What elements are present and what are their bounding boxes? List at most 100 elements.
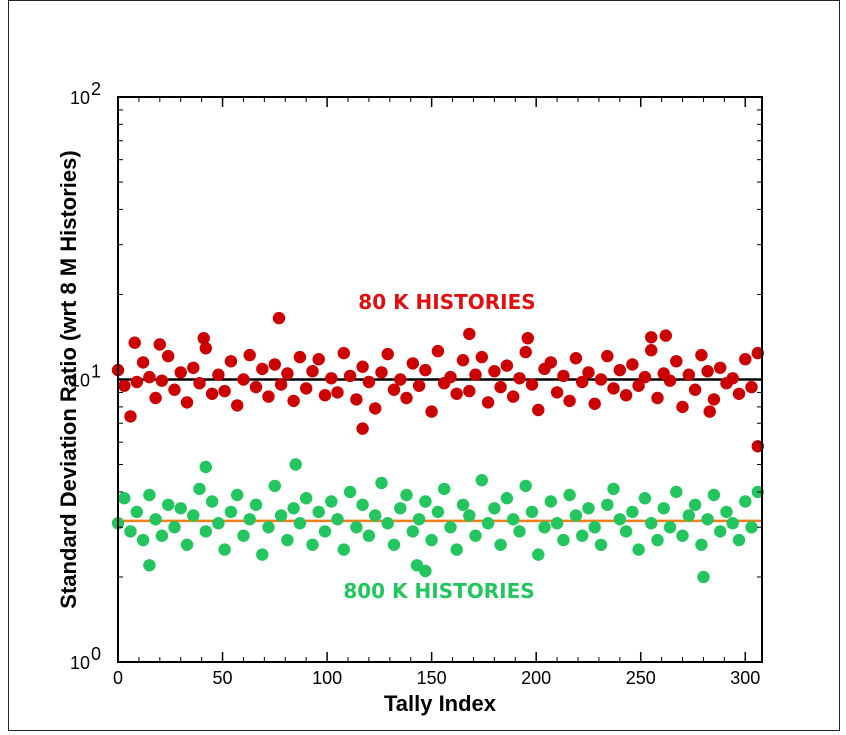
data-point-s1 [701, 513, 714, 526]
data-point-s0 [268, 358, 281, 371]
data-point-s0 [751, 346, 764, 360]
data-point-s1 [601, 498, 614, 511]
data-point-s1 [318, 525, 332, 538]
data-point-s1 [162, 498, 175, 511]
data-point-s0 [350, 393, 363, 406]
data-point-s0 [274, 378, 288, 391]
data-point-s0 [381, 347, 394, 361]
data-point-s0 [425, 405, 438, 418]
data-point-s1 [149, 513, 162, 526]
data-point-s1 [481, 517, 495, 530]
y-tick-label-exponent: 1 [91, 362, 101, 382]
data-point-s0 [619, 389, 633, 402]
data-point-s1 [274, 509, 288, 522]
data-point-s0 [632, 379, 645, 392]
data-point-s0 [676, 400, 689, 414]
data-point-s0 [463, 327, 476, 341]
data-point-s1 [199, 460, 212, 474]
data-point-s1 [525, 505, 539, 519]
data-point-s1 [657, 502, 670, 515]
data-point-s0 [300, 382, 313, 395]
data-point-s0 [406, 357, 419, 370]
data-point-s0 [337, 346, 350, 360]
data-point-s1 [456, 498, 470, 511]
data-point-s1 [745, 521, 758, 534]
data-point-s0 [563, 394, 576, 408]
data-point-s1 [337, 543, 350, 556]
data-point-s1 [187, 509, 200, 522]
data-point-s1 [732, 533, 746, 547]
data-point-s0 [431, 344, 445, 358]
data-point-s0 [256, 362, 269, 376]
y-tick-label-exponent: 0 [91, 644, 101, 664]
data-point-s1 [695, 538, 708, 551]
data-point-s1 [381, 517, 394, 530]
data-point-s0 [481, 396, 495, 409]
data-point-s1 [174, 502, 187, 515]
data-point-s0 [231, 399, 244, 412]
data-point-s0 [463, 384, 476, 398]
data-point-s1 [450, 543, 463, 556]
annotation-800k-histories: 800 K HISTORIES [343, 579, 534, 603]
data-point-s1 [638, 492, 652, 505]
data-point-s1 [406, 525, 419, 538]
data-point-s0 [513, 372, 526, 385]
data-point-s0 [356, 360, 369, 373]
data-point-s1 [224, 505, 238, 519]
data-point-s1 [513, 525, 526, 538]
annotation-80k-histories: 80 K HISTORIES [358, 290, 535, 314]
data-point-s1 [557, 533, 570, 547]
data-point-s0 [544, 356, 557, 369]
data-point-s1 [645, 517, 658, 530]
data-point-s0 [369, 402, 382, 415]
data-point-s1 [262, 521, 275, 534]
data-point-s0 [682, 368, 695, 381]
data-point-s0 [601, 349, 614, 363]
data-point-s0 [607, 382, 620, 395]
data-point-s1 [714, 525, 727, 538]
data-point-s1 [387, 538, 401, 551]
data-point-s0 [153, 338, 166, 351]
data-point-s0 [262, 390, 275, 403]
data-point-s1 [463, 509, 476, 522]
data-point-s1 [519, 479, 532, 493]
data-point-s1 [124, 525, 137, 538]
y-tick-label: 10 [70, 88, 90, 108]
data-point-s1 [193, 482, 206, 496]
data-point-s1 [212, 517, 225, 530]
data-point-s1 [312, 505, 325, 519]
data-point-s0 [659, 329, 672, 342]
data-points [111, 311, 764, 584]
data-point-s0 [218, 384, 231, 398]
data-point-s0 [663, 374, 677, 387]
data-point-s0 [387, 383, 401, 396]
x-tick-label: 150 [417, 668, 447, 688]
data-point-s1 [444, 521, 457, 534]
data-point-s0 [469, 368, 482, 381]
x-tick-label: 0 [113, 668, 123, 688]
data-point-s0 [494, 380, 507, 394]
data-point-s0 [550, 386, 564, 399]
data-point-s0 [362, 375, 376, 389]
y-tick-label-exponent: 2 [91, 79, 101, 99]
data-point-s1 [155, 529, 169, 542]
data-point-s1 [356, 498, 369, 511]
x-tick-label: 100 [312, 668, 342, 688]
x-axis-ticks: 0 50 100 150 200 250 300 [113, 97, 760, 688]
data-point-s1 [369, 509, 382, 522]
x-tick-label: 50 [213, 668, 233, 688]
data-point-s0 [272, 311, 286, 325]
data-point-s1 [231, 488, 244, 502]
data-point-s0 [130, 375, 143, 389]
data-point-s1 [532, 548, 545, 561]
data-point-s1 [180, 538, 194, 551]
data-point-s0 [281, 367, 294, 380]
data-point-s0 [688, 383, 702, 396]
x-tick-label: 300 [730, 668, 760, 688]
data-point-s0 [701, 365, 714, 378]
data-point-s1 [726, 517, 739, 530]
data-point-s0 [582, 366, 595, 379]
data-point-s0 [714, 361, 727, 374]
data-point-s1 [343, 485, 357, 499]
data-point-s0 [500, 359, 514, 372]
